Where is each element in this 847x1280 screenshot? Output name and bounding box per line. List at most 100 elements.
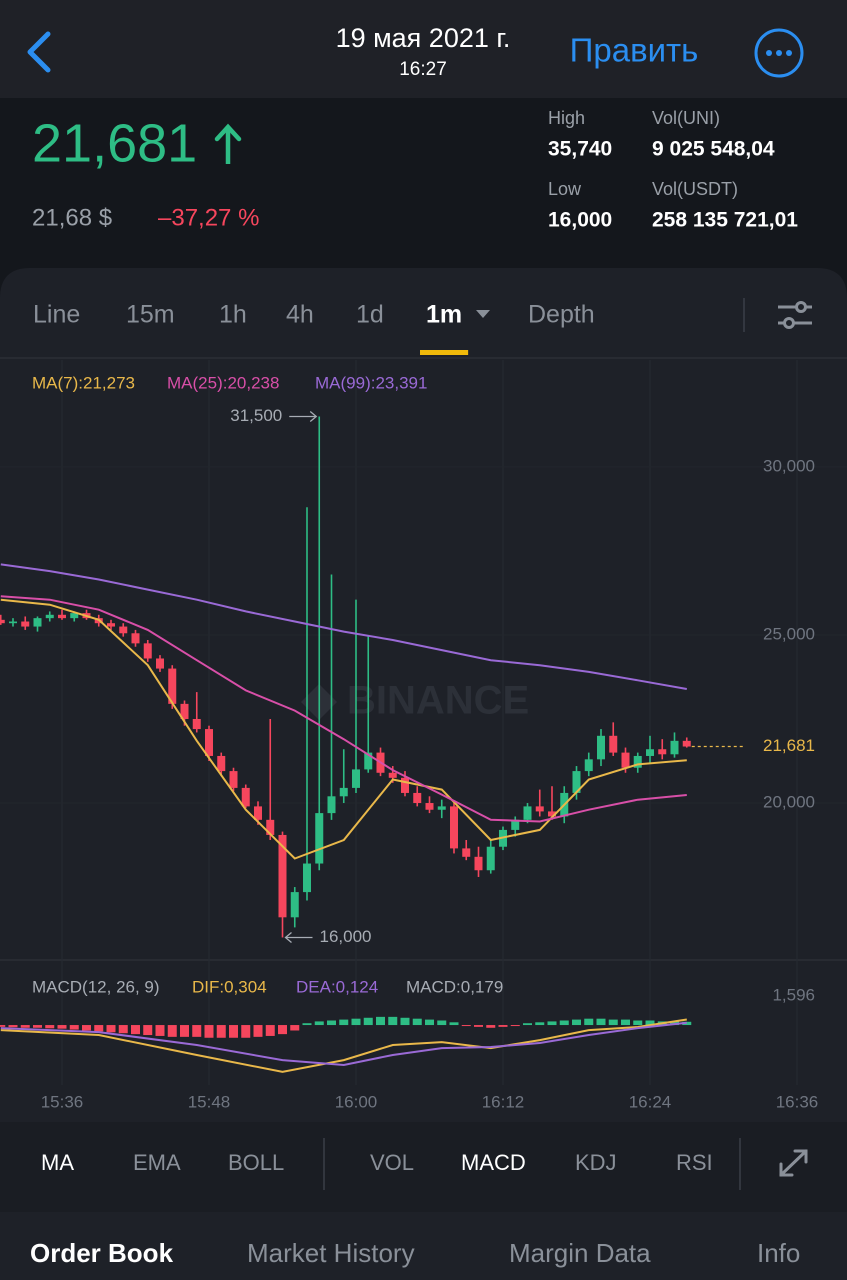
macd-bar — [633, 1020, 643, 1026]
macd-bar — [339, 1019, 349, 1026]
stat-value: 35,740 — [548, 138, 612, 161]
candle-body — [633, 755, 642, 768]
indicator-tab[interactable]: VOL — [370, 1150, 414, 1175]
candle-body — [609, 735, 618, 753]
chart-settings[interactable] — [778, 301, 812, 329]
macd-bar — [608, 1019, 618, 1026]
candle-body — [303, 863, 311, 893]
candle-body — [254, 806, 262, 820]
expand-head — [779, 1162, 794, 1177]
macd-bar — [302, 1023, 312, 1026]
macd-bar — [572, 1019, 581, 1026]
interval-tab[interactable]: 1m — [426, 301, 462, 329]
macd-bar — [351, 1018, 361, 1026]
stat-label: Vol(USDT) — [652, 179, 738, 199]
indicator-tab[interactable]: BOLL — [228, 1150, 284, 1175]
ma-legend: MA(25):20,238 — [167, 373, 279, 392]
indicator-tab[interactable]: RSI — [676, 1150, 713, 1175]
candle-body — [658, 749, 667, 755]
candle-body — [462, 848, 471, 857]
stat-value: 258 135 721,01 — [652, 209, 798, 232]
macd-legend: DEA:0,124 — [296, 977, 378, 996]
macd-bar — [376, 1016, 385, 1026]
macd-bar — [278, 1025, 287, 1035]
candle-body — [327, 796, 336, 814]
interval-tab[interactable]: 15m — [126, 301, 175, 329]
candle-body — [670, 740, 679, 755]
macd-bar — [94, 1025, 104, 1032]
more-button[interactable] — [754, 28, 804, 78]
macd-bar — [498, 1025, 508, 1027]
more-dot — [786, 50, 792, 56]
stat-value: 16,000 — [548, 209, 612, 232]
indicator-tab[interactable]: MACD — [461, 1150, 526, 1175]
candle-body — [9, 621, 17, 624]
macd-bar — [131, 1025, 140, 1035]
bottom-tab[interactable]: Order Book — [30, 1238, 174, 1268]
candle-body — [535, 806, 544, 812]
candle-body — [266, 819, 275, 835]
fullscreen-button[interactable] — [779, 1149, 808, 1177]
candle-body — [156, 658, 164, 669]
x-tick-label: 16:36 — [776, 1092, 819, 1111]
indicator-line — [0, 563, 687, 690]
candle-body — [474, 856, 483, 871]
stat-label: Low — [548, 179, 582, 199]
edit-button[interactable]: Править — [570, 32, 699, 69]
more-dot — [766, 50, 772, 56]
expand-line — [779, 1149, 808, 1177]
candle-body — [290, 892, 299, 918]
candle-body — [143, 643, 152, 659]
bottom-tab[interactable]: Margin Data — [509, 1238, 651, 1268]
bottom-tab-bar — [0, 1212, 847, 1280]
up-arrow-head — [214, 123, 242, 142]
candle-body — [107, 623, 115, 627]
macd-bar — [523, 1023, 532, 1026]
candle-body — [486, 846, 495, 871]
x-tick-label: 15:48 — [188, 1092, 231, 1111]
candle-body — [131, 633, 140, 644]
macd-bar — [388, 1016, 398, 1026]
candle-body — [511, 819, 520, 830]
candle-body — [523, 806, 532, 820]
bottom-tab[interactable]: Info — [757, 1238, 800, 1268]
macd-bar — [192, 1025, 202, 1037]
candle-body — [205, 729, 213, 756]
more-dot — [776, 50, 782, 56]
x-tick-label: 15:36 — [41, 1092, 84, 1111]
interval-tab[interactable]: Depth — [528, 301, 595, 329]
indicator-tab[interactable]: MA — [41, 1150, 74, 1175]
candle-body — [388, 772, 397, 778]
indicator-bar — [0, 1122, 847, 1212]
candle-body — [278, 834, 287, 918]
macd-bar — [167, 1025, 177, 1037]
interval-tab[interactable]: 1d — [356, 301, 384, 329]
interval-tab[interactable]: 4h — [286, 301, 314, 329]
watermark: BINANCE — [347, 679, 529, 723]
interval-tab[interactable]: Line — [33, 301, 80, 329]
macd-bar — [486, 1025, 496, 1028]
candle-body — [70, 613, 79, 619]
indicator-tab[interactable]: EMA — [133, 1150, 181, 1175]
macd-bar — [400, 1017, 410, 1026]
candle-body — [180, 703, 189, 719]
price-usd: 21,68 $ — [32, 204, 112, 231]
annotation-arrowhead — [284, 931, 292, 943]
last-price: 21,681 — [32, 113, 197, 173]
y-tick-label: 1,596 — [772, 986, 815, 1005]
macd-bar — [290, 1025, 300, 1031]
back-button[interactable] — [27, 31, 51, 73]
candle-body — [682, 740, 691, 747]
bottom-tab[interactable]: Market History — [247, 1238, 415, 1268]
more-circle — [754, 28, 804, 78]
interval-tab[interactable]: 1h — [219, 301, 247, 329]
macd-bar — [106, 1025, 116, 1033]
indicator-tab[interactable]: KDJ — [575, 1150, 617, 1175]
candle-body — [119, 626, 128, 634]
interval-dropdown[interactable] — [476, 310, 490, 318]
candle-body — [413, 792, 422, 804]
macd-bar — [437, 1020, 447, 1026]
candle-body — [450, 806, 458, 849]
header-bar — [0, 0, 847, 98]
